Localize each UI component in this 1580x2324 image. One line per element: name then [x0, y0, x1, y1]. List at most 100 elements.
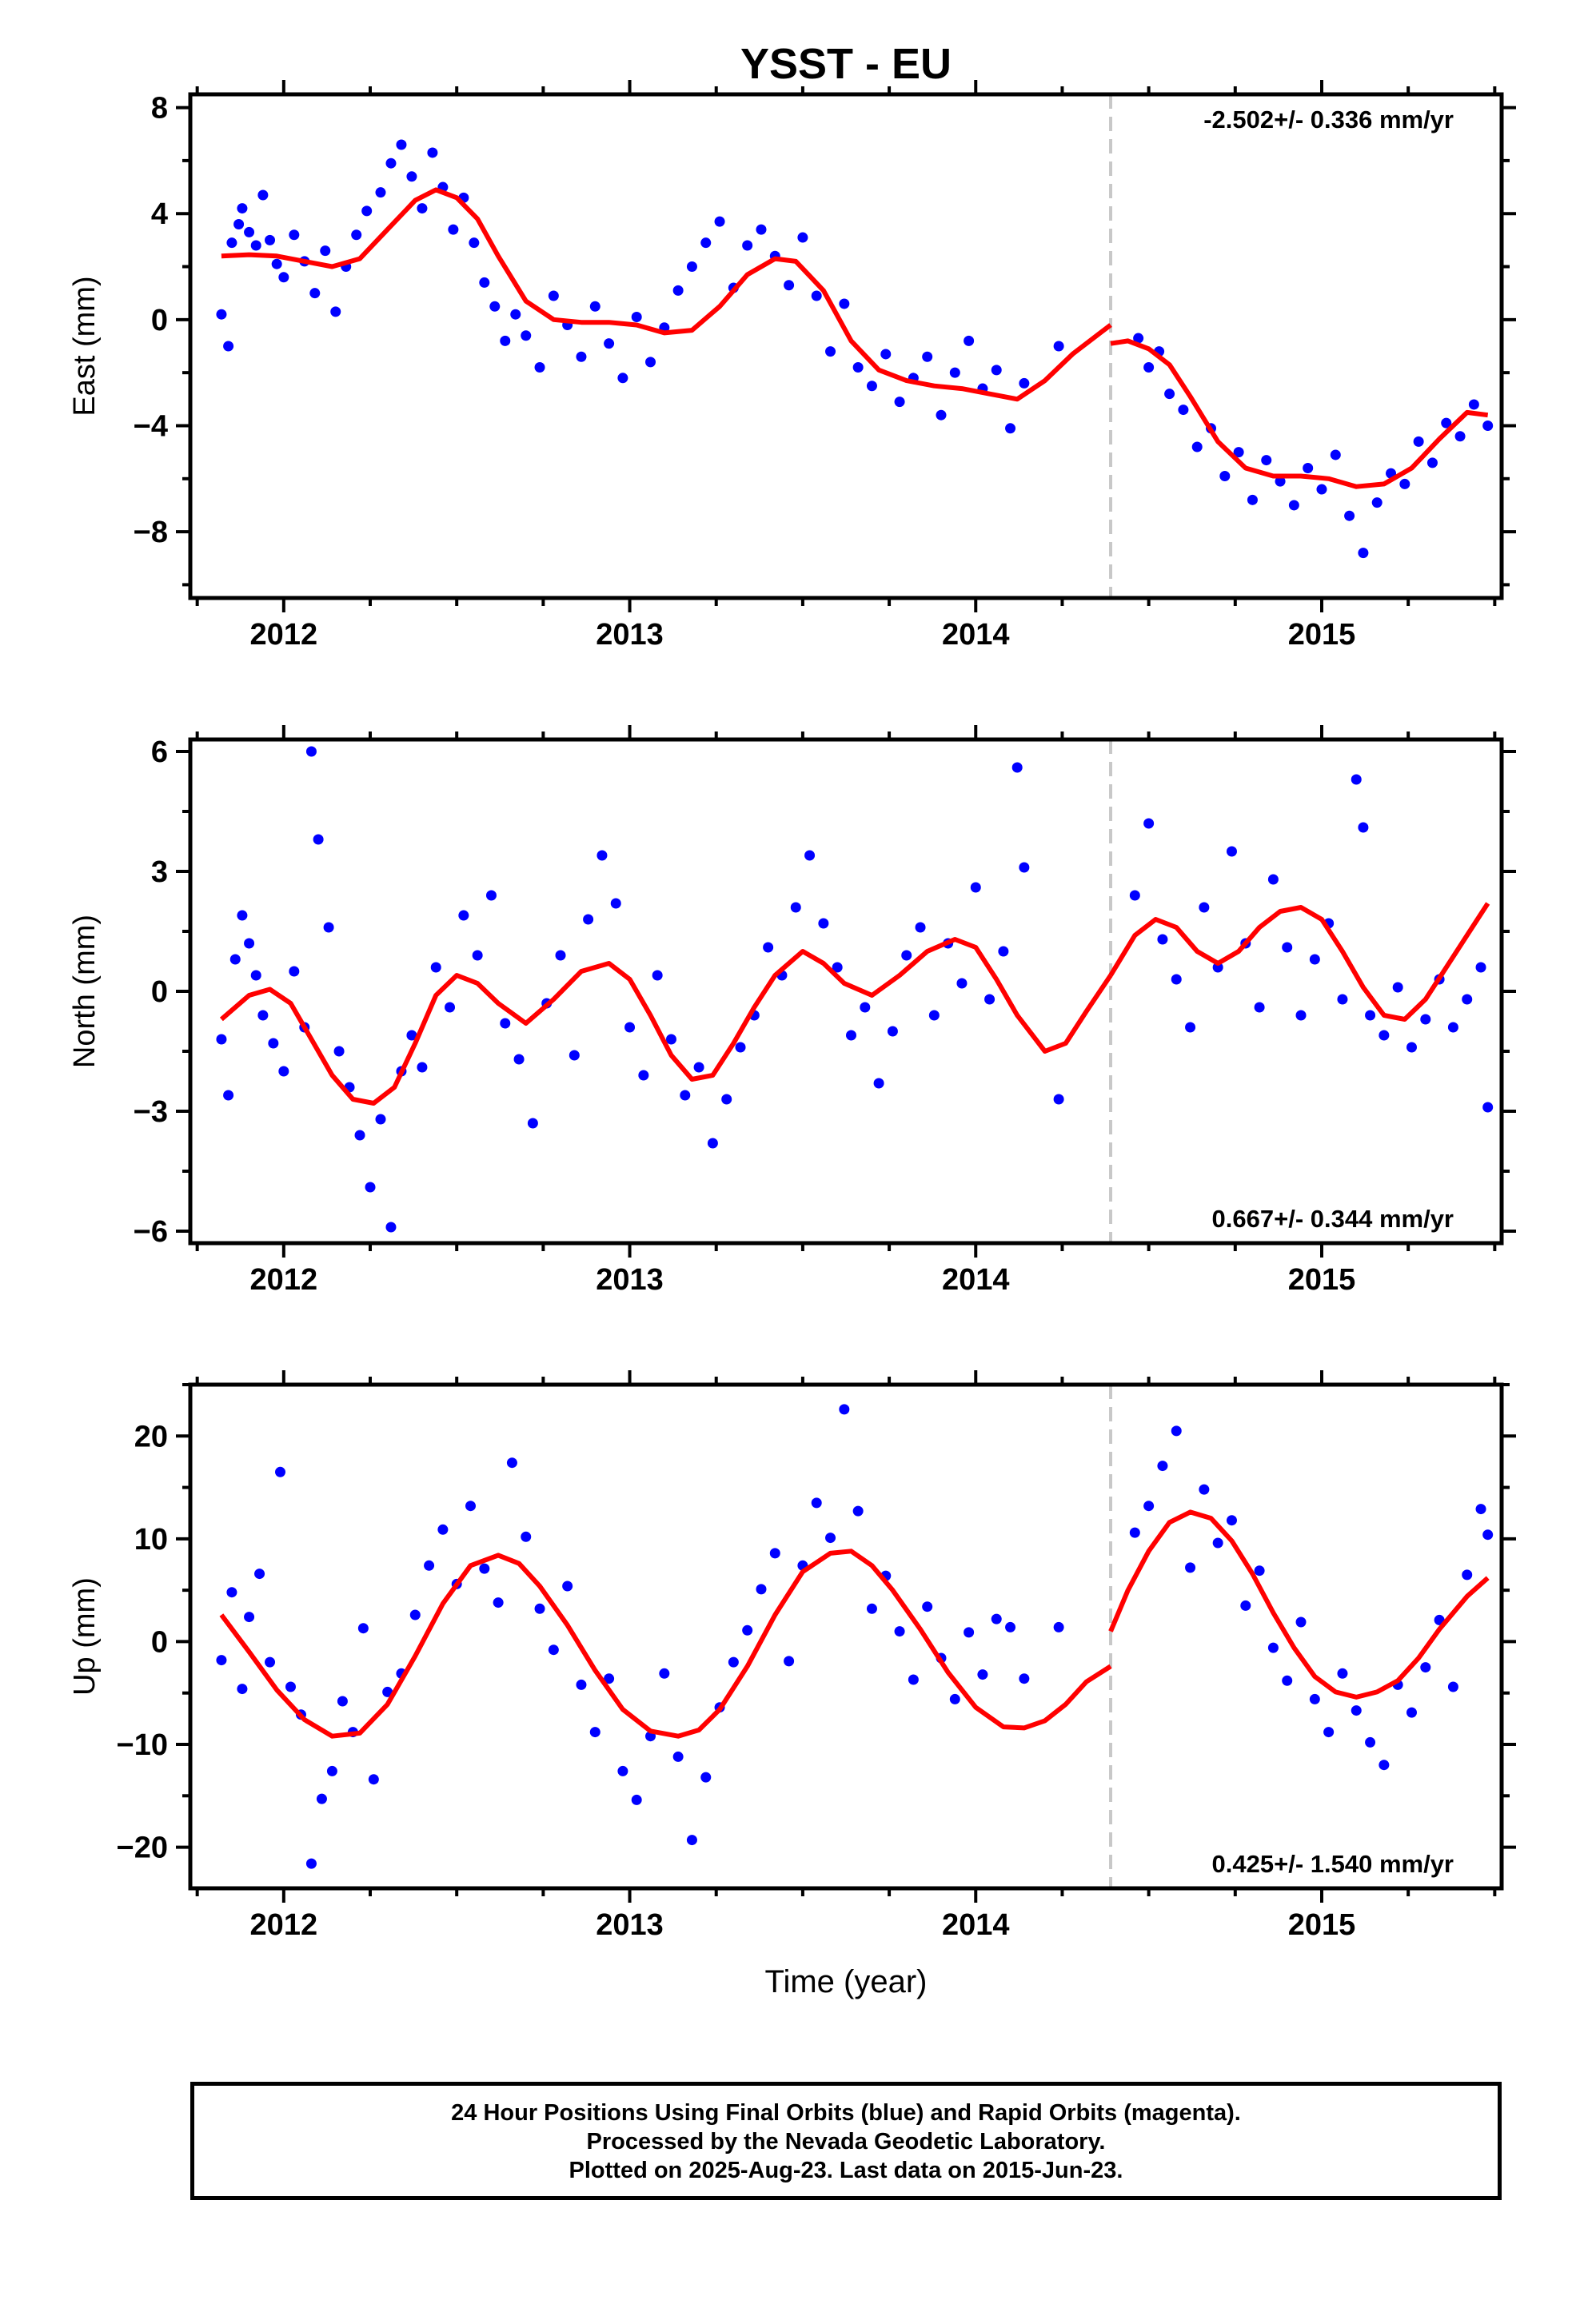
data-point [873, 1078, 884, 1089]
data-point [489, 301, 501, 312]
data-point [964, 1627, 975, 1638]
data-point [624, 1022, 636, 1033]
data-point [866, 1603, 877, 1614]
data-point [548, 290, 559, 301]
y-tick-label: −4 [134, 409, 168, 443]
data-point [852, 362, 864, 373]
x-tick-label: 2014 [942, 1908, 1010, 1942]
model-fit-line [219, 1549, 1112, 1739]
data-point [1011, 762, 1023, 773]
data-point [534, 362, 545, 373]
data-point [229, 954, 241, 965]
data-point [396, 139, 407, 150]
panel-0 [176, 80, 1516, 612]
data-point [521, 330, 532, 341]
data-point [1129, 1527, 1140, 1538]
velocity-annotation: 0.667+/- 0.344 mm/yr [1212, 1205, 1454, 1233]
data-point [1475, 1504, 1486, 1515]
data-point [769, 1548, 780, 1559]
data-point [956, 978, 968, 989]
data-point [839, 1404, 850, 1415]
data-point [216, 1655, 227, 1666]
data-point [804, 850, 816, 861]
data-point [1185, 1022, 1196, 1033]
data-point [1267, 874, 1279, 885]
data-point [1379, 1760, 1390, 1771]
data-point [500, 1018, 511, 1029]
footer-line-1: 24 Hour Positions Using Final Orbits (bl… [451, 2100, 1241, 2126]
y-tick-label: 10 [134, 1523, 168, 1557]
data-point [555, 950, 566, 961]
plot-area [216, 1404, 1494, 1869]
data-point [672, 285, 684, 296]
velocity-annotation: 0.425+/- 1.540 mm/yr [1212, 1850, 1454, 1878]
data-point [970, 882, 981, 893]
data-point [385, 157, 397, 169]
data-point [1392, 982, 1403, 993]
data-point [818, 918, 829, 929]
data-point [226, 1587, 237, 1598]
data-point [1005, 423, 1016, 434]
data-point [437, 1524, 449, 1535]
data-point [382, 1686, 393, 1697]
data-point [250, 240, 261, 251]
data-point [1199, 1484, 1210, 1495]
data-point [465, 1501, 477, 1512]
x-tick-label: 2013 [596, 618, 664, 652]
model-fit-line [1108, 902, 1490, 1022]
data-point [278, 1066, 289, 1077]
data-point [1191, 441, 1203, 452]
data-point [427, 147, 438, 158]
data-point [1212, 1537, 1223, 1549]
data-point [1426, 457, 1438, 468]
data-point [589, 1727, 600, 1738]
data-point [365, 1182, 376, 1193]
data-point [320, 245, 331, 257]
data-point [1226, 846, 1237, 857]
y-tick-label: 0 [151, 975, 168, 1009]
data-point [361, 205, 373, 217]
data-point [569, 1050, 580, 1061]
data-point [1447, 1681, 1458, 1692]
data-point [1482, 420, 1494, 431]
data-point [1330, 449, 1341, 460]
data-point [1053, 341, 1064, 352]
panel-frame [188, 1382, 1504, 1891]
data-point [1254, 1565, 1265, 1577]
data-point [534, 1603, 545, 1614]
data-point [1309, 954, 1320, 965]
data-point [1468, 399, 1479, 410]
data-point [742, 240, 753, 251]
data-point [562, 1581, 573, 1592]
data-point [1019, 1673, 1030, 1684]
figure-title: YSST - EU [740, 40, 952, 88]
y-axis-label: East (mm) [68, 276, 102, 416]
data-point [845, 1030, 856, 1041]
data-point [936, 409, 947, 421]
data-point [406, 171, 417, 182]
data-point [237, 203, 248, 214]
data-point [700, 237, 712, 249]
data-point [1019, 862, 1030, 873]
data-point [652, 970, 663, 981]
model-fit-line [221, 187, 1112, 402]
data-point [1462, 1569, 1473, 1581]
data-point [333, 1046, 345, 1057]
x-tick-label: 2013 [596, 1908, 664, 1942]
data-point [901, 950, 912, 961]
data-point [237, 1684, 248, 1695]
data-point [1247, 494, 1258, 505]
data-point [458, 910, 469, 921]
data-point [1303, 463, 1314, 474]
data-point [357, 1623, 369, 1634]
data-point [1157, 1461, 1168, 1472]
data-point [1240, 1600, 1251, 1611]
model-fit-line [1108, 1509, 1490, 1700]
data-point [305, 746, 317, 757]
data-point [417, 1062, 428, 1073]
data-point [1344, 510, 1355, 521]
x-tick-label: 2014 [942, 618, 1010, 652]
data-point [1420, 1662, 1431, 1673]
data-point [309, 288, 321, 299]
